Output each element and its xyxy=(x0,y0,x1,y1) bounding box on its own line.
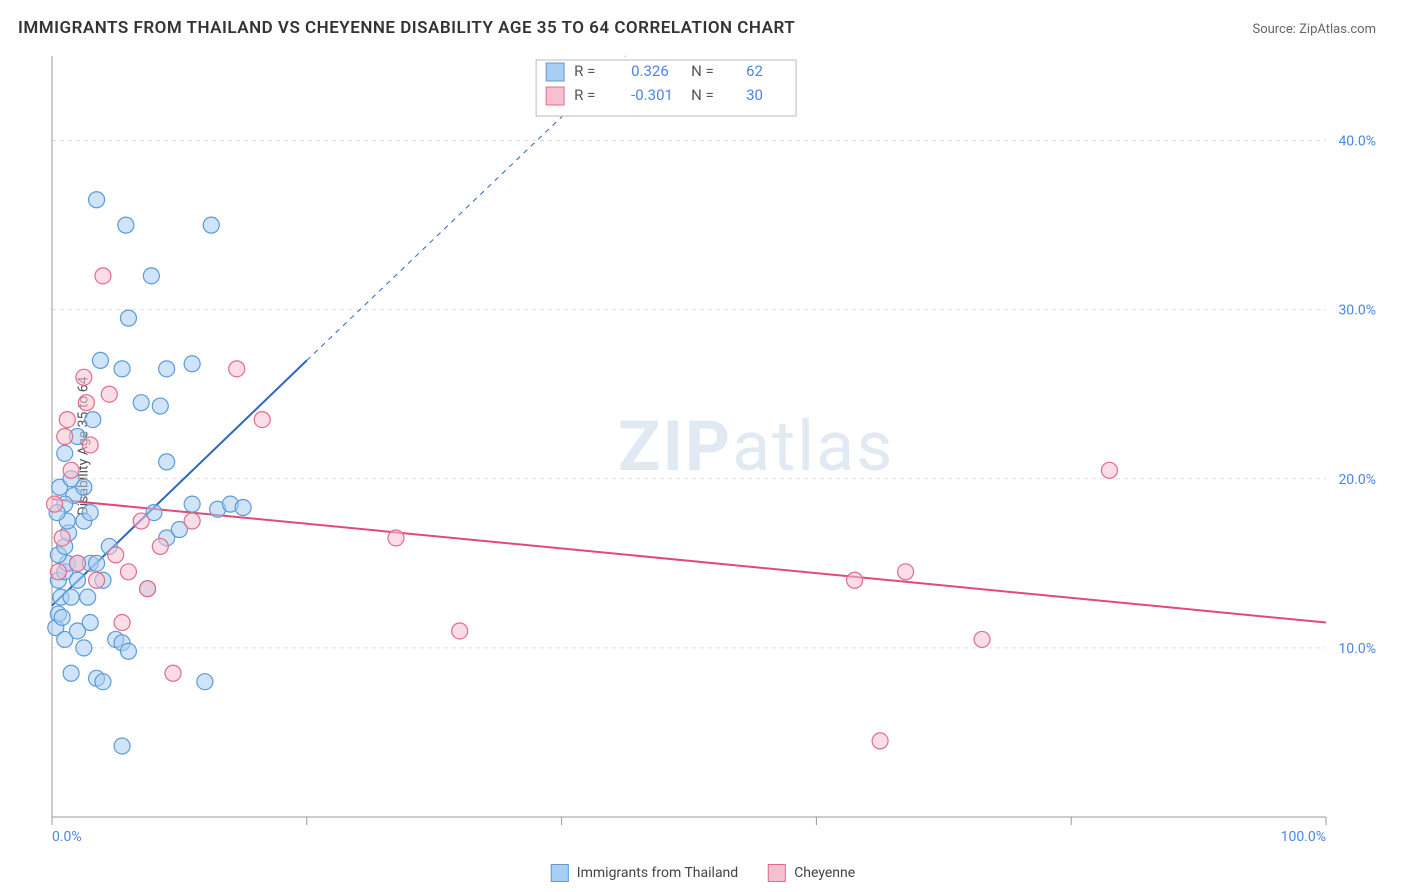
svg-text:62: 62 xyxy=(746,62,763,80)
svg-text:N =: N = xyxy=(691,86,714,104)
legend-item-cheyenne: Cheyenne xyxy=(768,864,855,882)
svg-text:-0.301: -0.301 xyxy=(631,86,673,104)
svg-text:0.326: 0.326 xyxy=(631,62,669,80)
legend-item-thailand: Immigrants from Thailand xyxy=(551,864,738,882)
svg-text:R =: R = xyxy=(574,86,595,104)
scatter-chart: 0.0% 100.0% 10.0% 20.0% 30.0% 40.0% R = 0.326 N … xyxy=(46,46,1386,847)
legend-swatch-icon xyxy=(551,864,569,882)
legend-swatch-icon xyxy=(768,864,786,882)
svg-text:R =: R = xyxy=(574,62,595,80)
legend-label: Cheyenne xyxy=(794,865,855,881)
plot-area: 0.0% 100.0% 10.0% 20.0% 30.0% 40.0% R = 0.326 N … xyxy=(46,46,1386,847)
svg-text:0.0%: 0.0% xyxy=(52,829,82,845)
svg-text:N =: N = xyxy=(691,62,714,80)
svg-text:20.0%: 20.0% xyxy=(1338,472,1376,488)
svg-text:30.0%: 30.0% xyxy=(1338,303,1376,319)
svg-text:40.0%: 40.0% xyxy=(1338,134,1376,150)
svg-text:100.0%: 100.0% xyxy=(1281,829,1326,845)
bottom-legend: Immigrants from Thailand Cheyenne xyxy=(551,864,855,882)
svg-text:30: 30 xyxy=(746,86,763,104)
chart-title: IMMIGRANTS FROM THAILAND VS CHEYENNE DIS… xyxy=(18,18,795,38)
svg-text:10.0%: 10.0% xyxy=(1338,641,1376,657)
legend-label: Immigrants from Thailand xyxy=(577,865,738,881)
source-attribution: Source: ZipAtlas.com xyxy=(1252,22,1376,37)
